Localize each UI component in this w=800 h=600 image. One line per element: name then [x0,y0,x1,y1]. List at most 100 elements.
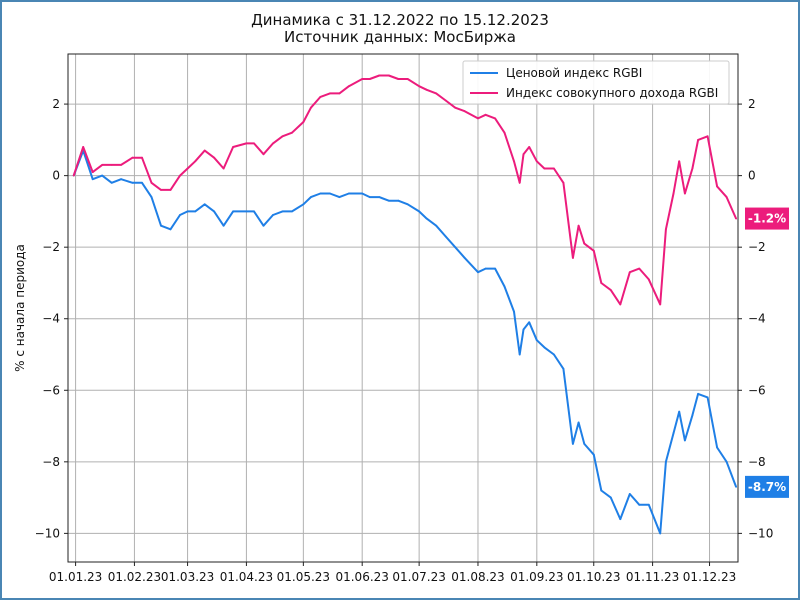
series-point-1 [522,153,525,156]
series-point-1 [735,217,737,220]
series-point-1 [131,156,134,159]
chart-subtitle: Источник данных: МосБиржа [284,28,516,46]
series-point-0 [338,196,341,199]
series-point-0 [272,214,274,216]
y-tick-label-right: −6 [748,383,766,397]
series-point-0 [213,210,216,213]
series-point-0 [378,196,381,199]
series-point-0 [169,228,172,231]
series-line-0 [72,149,738,535]
series-point-1 [716,185,718,188]
series-point-1 [503,131,506,134]
series-point-1 [619,303,622,306]
series-point-0 [477,271,479,274]
series-point-0 [592,453,595,456]
series-point-0 [513,310,515,313]
y-tick-label-left: 0 [52,169,60,183]
series-point-1 [418,85,420,88]
series-point-0 [435,224,438,227]
y-axis-label: % с начала периода [13,244,27,372]
series-point-1 [319,96,322,98]
series-point-1 [659,303,662,306]
series-point-1 [513,160,515,163]
series-point-0 [387,199,390,202]
series-point-1 [101,164,104,166]
legend: Ценовой индекс RGBI Индекс совокупного до… [462,60,730,105]
series-point-0 [463,257,466,259]
series-point-1 [543,167,546,170]
x-tick-label: 01.08.23 [451,570,504,584]
y-tick-label-right: 2 [748,97,756,111]
series-point-1 [281,135,284,138]
series-point-1 [665,228,667,231]
series-point-1 [577,224,580,227]
series-point-1 [553,167,555,170]
series-point-0 [110,181,113,184]
series-point-1 [338,92,341,95]
series-point-0 [310,196,312,199]
series-point-1 [213,156,216,159]
series-point-0 [141,181,143,184]
series-point-1 [562,181,565,184]
series-point-0 [131,181,134,184]
series-point-1 [697,139,699,141]
series-point-1 [203,149,206,152]
series-point-1 [291,131,293,134]
series-point-0 [600,489,603,492]
series-point-0 [253,210,255,213]
series-point-1 [110,164,113,166]
series-point-0 [716,446,718,449]
chart-title-block: Динамика с 31.12.2022 по 15.12.2023 Исто… [0,12,800,46]
series-point-0 [150,196,153,199]
series-point-0 [262,224,265,227]
series-point-1 [91,171,94,174]
series-point-0 [91,178,94,181]
series-point-1 [120,164,122,166]
series-point-0 [553,353,555,356]
y-tick-label-left: 2 [52,97,60,111]
legend-label-0: Ценовой индекс RGBI [506,66,642,80]
ticks-layer: 01.01.23 01.02.23 01.03.23 01.04.23 01.05.23… [35,97,774,584]
series-point-1 [169,189,172,191]
x-tick-label: 01.11.23 [626,570,679,584]
series-point-1 [72,174,75,177]
series-point-1 [232,146,235,148]
series-point-1 [691,167,694,170]
x-tick-label: 01.06.23 [335,570,388,584]
series-point-0 [665,460,667,463]
grid-layer [68,54,738,562]
last-value-label-1: -1.2% [748,212,786,226]
series-point-0 [678,410,681,413]
series-layer [72,74,738,535]
series-point-0 [101,174,104,177]
series-point-1 [141,156,143,159]
series-point-0 [361,192,364,195]
series-point-1 [638,267,641,270]
series-point-1 [725,196,728,199]
series-point-1 [583,242,586,245]
series-point-0 [397,199,400,202]
series-point-0 [120,178,122,181]
y-tick-label-left: −2 [42,240,60,254]
series-point-0 [647,503,650,506]
series-point-1 [600,282,603,284]
x-tick-label: 01.12.23 [683,570,736,584]
series-point-0 [160,224,162,227]
series-point-1 [678,160,681,163]
series-point-0 [203,203,206,206]
series-point-1 [609,289,612,291]
series-point-0 [222,224,225,227]
series-point-1 [425,88,428,91]
series-point-1 [253,142,255,145]
series-point-1 [672,192,675,195]
series-point-1 [528,146,531,148]
series-point-1 [348,85,350,88]
series-point-1 [477,117,479,120]
series-point-0 [522,328,525,331]
series-point-1 [150,181,153,184]
series-point-1 [160,189,162,191]
series-point-0 [697,393,699,395]
series-point-0 [684,439,686,442]
